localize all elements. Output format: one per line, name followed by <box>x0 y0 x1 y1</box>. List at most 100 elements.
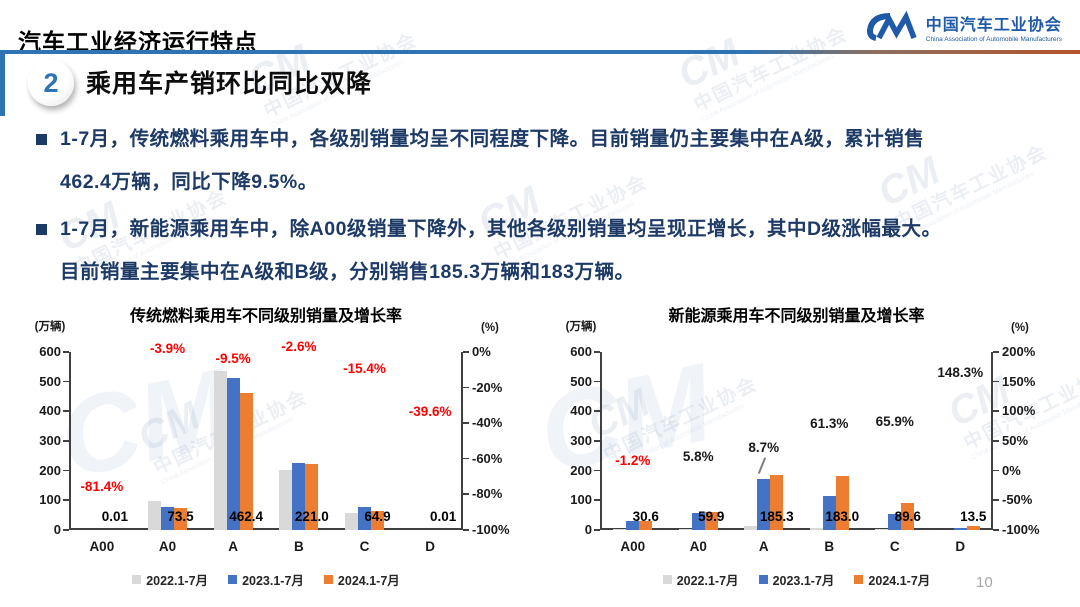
y-axis-label-left: 0 <box>584 522 592 537</box>
growth-label: 5.8% <box>682 449 714 465</box>
legend-swatch-icon <box>228 575 238 584</box>
legend-item: 2024.1-7月 <box>323 570 400 589</box>
bar-2022.1-7月-B <box>279 470 293 530</box>
bar-2023.1-7月-A0 <box>161 507 174 530</box>
axis-tick <box>594 529 600 531</box>
axis-tick <box>463 529 469 531</box>
bar-2023.1-7月-C <box>358 507 371 530</box>
bullet-2-line-1: 1-7月，新能源乘用车中，除A00级销量下降外，其他各级别销量均呈现正增长，其中… <box>60 218 942 240</box>
axis-tick <box>993 410 999 412</box>
axis-tick <box>463 493 469 495</box>
bar-2022.1-7月-C <box>875 529 889 530</box>
axis-unit-left: (万辆) <box>565 321 597 333</box>
bar-2022.1-7月-A00 <box>613 528 627 530</box>
legend-swatch-icon <box>662 575 672 584</box>
y-axis-label-left: 100 <box>39 492 61 508</box>
y-axis-label-right: 50% <box>1002 433 1029 448</box>
bar-2024.1-7月-A0 <box>174 508 187 530</box>
axis-tick <box>594 351 600 353</box>
legend-label: 2024.1-7月 <box>868 574 931 588</box>
axis-unit-right: (%) <box>481 322 499 334</box>
category-label: D <box>425 539 436 554</box>
category-label: A00 <box>89 539 115 554</box>
legend-item: 2023.1-7月 <box>758 570 835 589</box>
bullet-1-line-1: 1-7月，传统燃料乘用车中，各级别销量均呈不同程度下降。目前销量仍主要集中在A级… <box>60 128 925 150</box>
y-axis-label-left: 500 <box>570 373 592 389</box>
bullet-new-energy: 1-7月，新能源乘用车中，除A00级销量下降外，其他各级别销量均呈现正增长，其中… <box>36 208 1060 294</box>
y-axis-label-right: -40% <box>472 415 503 431</box>
bar-2024.1-7月-A <box>239 392 253 530</box>
growth-label: -15.4% <box>343 361 386 377</box>
axis-tick <box>63 351 69 353</box>
bar-2024.1-7月-A00 <box>639 520 653 530</box>
category-label: A <box>228 539 239 554</box>
axis-tick <box>993 440 999 442</box>
bar-2022.1-7月-A <box>744 525 758 530</box>
legend-swatch-icon <box>323 575 333 584</box>
value-label: 0.01 <box>101 509 128 524</box>
bar-2023.1-7月-A <box>757 479 771 530</box>
axis-unit-right: (%) <box>1011 322 1029 334</box>
bar-2024.1-7月-B <box>305 464 319 530</box>
value-label: 0.01 <box>430 509 457 524</box>
category-label: A0 <box>689 539 707 554</box>
legend-swatch-icon <box>758 575 768 584</box>
y-axis-label-right: -100% <box>1002 522 1040 537</box>
legend-label: 2023.1-7月 <box>772 574 835 588</box>
growth-label: 61.3% <box>810 416 849 432</box>
y-axis-label-left: 600 <box>570 344 592 359</box>
axis-tick <box>993 499 999 501</box>
axis-tick <box>63 410 69 412</box>
axis-tick <box>993 469 999 472</box>
bar-2022.1-7月-B <box>809 527 823 530</box>
axis-tick <box>993 351 999 353</box>
category-label: C <box>889 539 900 554</box>
chart-title: 传统燃料乘用车不同级别销量及增长率 <box>129 308 402 325</box>
bar-2024.1-7月-B <box>835 475 849 530</box>
y-axis-label-left: 100 <box>570 492 592 508</box>
axis-tick <box>463 422 469 424</box>
bullet-2-line-2: 目前销量主要集中在A级和B级，分别销售185.3万辆和183万辆。 <box>60 261 635 283</box>
growth-label: 65.9% <box>875 413 914 429</box>
bullet-1-line-2: 462.4万辆，同比下降9.5%。 <box>60 171 318 193</box>
bar-2023.1-7月-A00 <box>626 520 640 530</box>
plot-frame <box>69 352 463 530</box>
caam-logo: 中国汽车工业协会 China Association of Automobile… <box>866 10 1062 44</box>
axis-tick <box>63 529 69 531</box>
axis-tick <box>993 380 999 383</box>
y-axis-label-right: 150% <box>1002 373 1036 389</box>
axis-tick <box>594 499 600 501</box>
bar-2024.1-7月-C <box>901 503 915 530</box>
legend-label: 2022.1-7月 <box>146 574 209 588</box>
plot-frame <box>600 352 993 530</box>
category-label: D <box>955 539 966 554</box>
legend-label: 2022.1-7月 <box>676 574 739 588</box>
legend-item: 2022.1-7月 <box>662 570 739 589</box>
axis-tick <box>594 440 600 442</box>
growth-label: -9.5% <box>215 350 251 366</box>
y-axis-label-right: -80% <box>472 486 503 502</box>
chart-title: 新能源乘用车不同级别销量及增长率 <box>668 308 925 325</box>
legend-label: 2024.1-7月 <box>337 574 400 588</box>
value-label: 185.3 <box>759 509 794 524</box>
bar-2022.1-7月-A0 <box>678 528 692 530</box>
y-axis-label-right: -100% <box>472 522 510 537</box>
bar-2023.1-7月-A0 <box>691 513 705 530</box>
axis-tick <box>463 386 469 389</box>
bar-2023.1-7月-A <box>226 378 240 530</box>
legend-swatch-icon <box>854 575 864 584</box>
category-label: A0 <box>158 539 177 554</box>
chart-new-energy-sales: 新能源乘用车不同级别销量及增长率 (万辆) (%) 600 500 400 300 200 10… <box>560 298 1072 598</box>
legend: 2022.1-7月 2023.1-7月 2024.1-7月 <box>69 570 463 589</box>
axis-tick <box>463 457 469 460</box>
bar-2022.1-7月-C <box>345 513 358 530</box>
value-label: 30.6 <box>632 509 659 524</box>
axis-tick <box>594 380 600 383</box>
growth-label: -39.6% <box>408 404 452 420</box>
y-axis-label-left: 300 <box>570 433 592 448</box>
growth-label: 148.3% <box>937 364 984 380</box>
y-axis-label-left: 0 <box>53 522 61 537</box>
axis-tick <box>63 499 69 501</box>
y-axis-label-left: 300 <box>39 433 61 448</box>
